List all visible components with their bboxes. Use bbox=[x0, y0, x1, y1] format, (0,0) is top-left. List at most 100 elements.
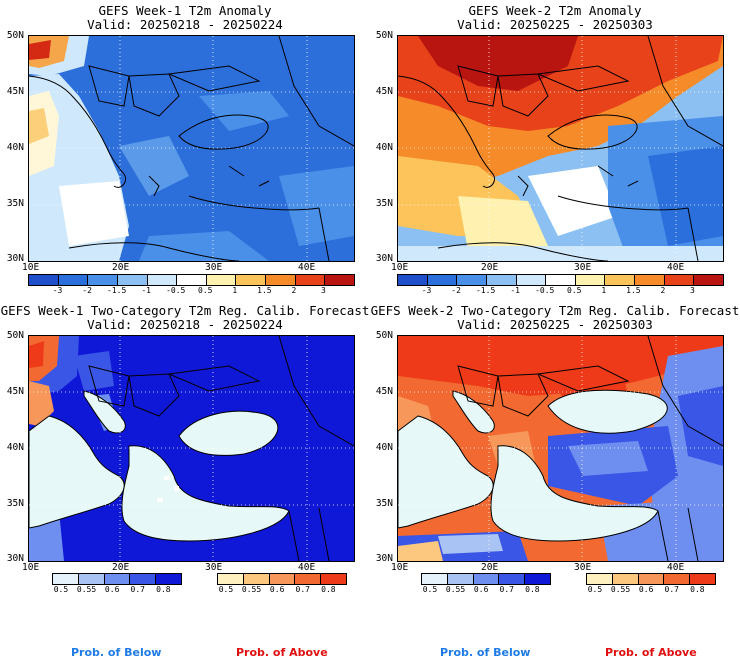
prob-below-swatch bbox=[104, 574, 131, 584]
panel4-lon-30: 30E bbox=[574, 562, 592, 573]
prob-below-swatch bbox=[53, 574, 79, 584]
panel2-lon-40: 40E bbox=[667, 262, 685, 273]
colorbar-tick-label: 0.6 bbox=[473, 585, 489, 594]
colorbar-tick-label: -0.5 bbox=[166, 286, 186, 295]
anomaly-swatch bbox=[486, 275, 517, 285]
panel1-title: GEFS Week-1 T2m Anomaly bbox=[98, 3, 272, 18]
colorbar-tick-label: 0.55 bbox=[445, 585, 466, 594]
panel3-lon-30: 30E bbox=[205, 562, 223, 573]
panel4-lat-40: 40N bbox=[375, 442, 393, 453]
colorbar-tick-label: 2 bbox=[660, 286, 666, 295]
prob-above-swatch bbox=[243, 574, 270, 584]
anomaly-swatch bbox=[295, 275, 326, 285]
panel2-title: GEFS Week-2 T2m Anomaly bbox=[468, 3, 642, 18]
colorbar-tick-label: 0.5 bbox=[198, 286, 213, 295]
colorbar-tick-label: 1 bbox=[232, 286, 238, 295]
anomaly-swatch bbox=[516, 275, 547, 285]
prob-above-swatch bbox=[218, 574, 244, 584]
panel4-map bbox=[397, 335, 724, 562]
panel1-lat-45: 45N bbox=[6, 86, 24, 97]
prob-below-swatch bbox=[447, 574, 474, 584]
colorbar-tick-label: 1.5 bbox=[626, 286, 641, 295]
colorbar-tick-label: 0.5 bbox=[422, 585, 438, 594]
panel4-legend-below: Prob. of Below bbox=[440, 646, 531, 659]
colorbar-tick-label: 0.8 bbox=[525, 585, 540, 594]
anomaly-swatch bbox=[29, 275, 59, 285]
colorbar-tick-label: 0.5 bbox=[567, 286, 582, 295]
panel1-lon-10: 10E bbox=[22, 262, 40, 273]
colorbar-tick-label: 0.5 bbox=[587, 585, 603, 594]
prob-below-swatch bbox=[130, 574, 157, 584]
panel4-lat-50: 50N bbox=[375, 330, 393, 341]
anomaly-swatch bbox=[694, 275, 724, 285]
panel3-legend-above: Prob. of Above bbox=[236, 646, 328, 659]
anomaly-swatch bbox=[605, 275, 636, 285]
prob-below-swatch bbox=[78, 574, 105, 584]
panel4-lat-35: 35N bbox=[375, 498, 393, 509]
panel4-legend-above: Prob. of Above bbox=[605, 646, 697, 659]
prob-above-swatch bbox=[612, 574, 639, 584]
panel2-lat-35: 35N bbox=[375, 198, 393, 209]
anomaly-swatch bbox=[206, 275, 237, 285]
panel1-lon-30: 30E bbox=[205, 262, 223, 273]
colorbar-tick-label: -3 bbox=[52, 286, 63, 295]
colorbar-tick-label: 1 bbox=[601, 286, 607, 295]
anomaly-swatch bbox=[635, 275, 665, 285]
panel3-map bbox=[28, 335, 355, 562]
panel3-lat-40: 40N bbox=[6, 442, 24, 453]
panel4-lat-30: 30N bbox=[375, 553, 393, 564]
panel2-lat-50: 50N bbox=[375, 30, 393, 41]
colorbar-tick-label: 0.8 bbox=[321, 585, 336, 594]
anomaly-swatch bbox=[266, 275, 296, 285]
anomaly-swatch bbox=[427, 275, 458, 285]
colorbar-tick-label: -0.5 bbox=[535, 286, 555, 295]
colorbar-tick-label: 0.55 bbox=[241, 585, 262, 594]
anomaly-swatch bbox=[117, 275, 148, 285]
anomaly-swatch bbox=[325, 275, 355, 285]
prob-above-swatch bbox=[269, 574, 296, 584]
anomaly-swatch bbox=[457, 275, 487, 285]
colorbar-tick-label: -2 bbox=[451, 286, 461, 295]
panel2-lat-45: 45N bbox=[375, 86, 393, 97]
colorbar-tick-label: 1.5 bbox=[257, 286, 272, 295]
panel4-above-colorbar bbox=[586, 573, 716, 585]
panel1-lat-50: 50N bbox=[6, 30, 24, 41]
panel4-title: GEFS Week-2 Two-Category T2m Reg. Calib.… bbox=[370, 303, 740, 318]
prob-above-swatch bbox=[587, 574, 613, 584]
prob-above-swatch bbox=[295, 574, 322, 584]
prob-above-swatch bbox=[690, 574, 715, 584]
panel4-lat-45: 45N bbox=[375, 386, 393, 397]
prob-below-swatch bbox=[156, 574, 181, 584]
colorbar-tick-label: 0.7 bbox=[295, 585, 310, 594]
panel3-above-colorbar bbox=[217, 573, 347, 585]
anomaly-swatch bbox=[398, 275, 428, 285]
panel1-lon-40: 40E bbox=[298, 262, 316, 273]
panel3-valid: Valid: 20250218 - 20250224 bbox=[87, 317, 283, 332]
panel2-lon-10: 10E bbox=[391, 262, 409, 273]
anomaly-swatch bbox=[58, 275, 89, 285]
panel4-lon-20: 20E bbox=[481, 562, 499, 573]
anomaly-swatch bbox=[177, 275, 207, 285]
panel2-anomaly-colorbar bbox=[397, 274, 724, 286]
panel1-lat-35: 35N bbox=[6, 198, 24, 209]
panel2-map bbox=[397, 35, 724, 262]
colorbar-tick-label: -1.5 bbox=[106, 286, 127, 295]
panel3-lon-40: 40E bbox=[298, 562, 316, 573]
panel1-lon-20: 20E bbox=[112, 262, 130, 273]
panel1-lat-40: 40N bbox=[6, 142, 24, 153]
colorbar-tick-label: 0.8 bbox=[690, 585, 705, 594]
panel3-lat-45: 45N bbox=[6, 386, 24, 397]
colorbar-tick-label: -1 bbox=[141, 286, 151, 295]
colorbar-tick-label: 0.6 bbox=[104, 585, 120, 594]
panel3-lon-20: 20E bbox=[112, 562, 130, 573]
panel3-lat-50: 50N bbox=[6, 330, 24, 341]
prob-below-swatch bbox=[422, 574, 448, 584]
prob-below-swatch bbox=[499, 574, 526, 584]
prob-above-swatch bbox=[664, 574, 691, 584]
colorbar-tick-label: 0.55 bbox=[76, 585, 97, 594]
prob-below-swatch bbox=[473, 574, 500, 584]
colorbar-tick-label: 2 bbox=[291, 286, 297, 295]
colorbar-tick-label: 3 bbox=[690, 286, 695, 295]
anomaly-swatch bbox=[236, 275, 267, 285]
colorbar-tick-label: 0.55 bbox=[610, 585, 631, 594]
